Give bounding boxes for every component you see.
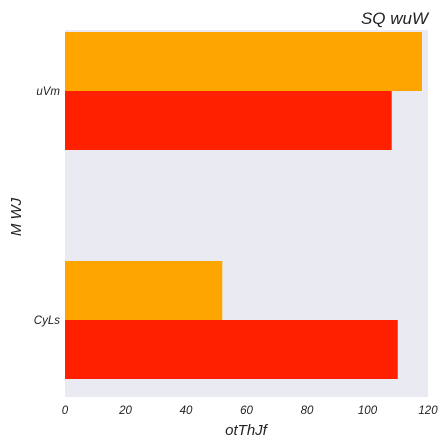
x-tick-label: 100 <box>358 405 378 417</box>
bars-group <box>65 32 422 379</box>
x-tick-label: 0 <box>62 405 69 417</box>
y-tick-labels: uVm CyLs <box>34 86 61 327</box>
x-tick-label: 20 <box>118 405 132 417</box>
bar-CyLs-series-2 <box>65 320 398 379</box>
x-tick-label: 120 <box>418 405 438 417</box>
y-tick-label: CyLs <box>34 315 60 327</box>
bar-CyLs-series-1 <box>65 261 223 320</box>
y-axis-label: M WJ <box>8 197 25 236</box>
x-tick-label: 80 <box>301 405 314 417</box>
chart-title: SQ wuW <box>361 9 430 28</box>
x-tick-label: 40 <box>180 405 193 417</box>
bar-uVm-series-1 <box>65 32 422 91</box>
x-tick-labels: 0 20 40 60 80 100 120 <box>62 405 438 417</box>
bar-uVm-series-2 <box>65 91 392 150</box>
y-tick-label: uVm <box>36 86 60 98</box>
x-axis-label: otThJf <box>225 422 269 439</box>
x-tick-label: 60 <box>240 405 253 417</box>
